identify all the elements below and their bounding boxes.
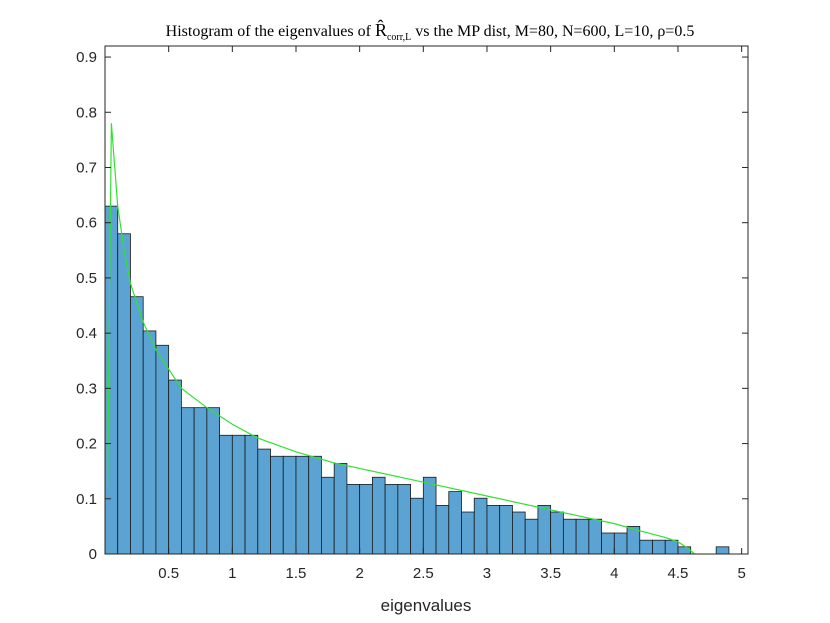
histogram-bar [601,532,615,555]
histogram-bar [550,511,564,555]
histogram-bar [168,379,182,555]
y-tick-label: 0.7 [76,159,97,176]
x-tick-label: 3.5 [540,565,561,582]
x-tick-label: 4 [610,565,618,582]
histogram-bar [295,455,310,555]
plot-frame [104,45,749,555]
x-tick-label: 0.5 [158,565,179,582]
histogram-bar [130,296,144,555]
y-axis-ticks: 0 0.1 0.2 0.3 0.4 0.5 0.6 0.7 0.8 0.9 [76,49,748,563]
x-tick-label: 1.5 [286,565,307,582]
x-tick-label: 2.5 [413,565,434,582]
histogram-bar [575,518,590,555]
histogram-bar [664,539,679,555]
x-tick-label: 2 [355,565,363,582]
histogram-bar [435,505,450,555]
chart-title: Histogram of the eigenvalues of R̂corr,L… [166,19,695,43]
histogram-bar [562,518,577,555]
mp-distribution-curve [106,123,695,555]
chart-title-symbol: R̂ [375,19,387,40]
histogram-bar [652,539,666,555]
chart-title-prefix: Histogram of the eigenvalues of [166,23,375,40]
histogram-bar [677,546,692,555]
histogram-bar [257,448,271,555]
histogram-bar [639,539,653,555]
histogram-bar [461,511,475,555]
y-tick-label: 0.3 [76,380,97,397]
histogram-bar [499,505,513,555]
histogram-bar [512,511,526,555]
histogram-bar [244,434,259,555]
histogram-bar [715,546,730,555]
histogram-bar [537,505,552,555]
histogram-bar [193,407,208,555]
y-tick-label: 0.5 [76,270,97,287]
histogram-bar [448,491,462,555]
x-axis-ticks: 0.5 1 1.5 2 2.5 3 3.5 4 4.5 5 [158,46,746,582]
histogram-bar [104,205,119,555]
y-tick-label: 0.9 [76,49,97,66]
histogram-bar [486,505,501,555]
histogram-bar [473,497,488,555]
histogram-bar [422,476,437,555]
histogram-bar [371,476,386,555]
histogram-bar [397,484,411,555]
x-tick-label: 1 [228,565,236,582]
histogram-bar [180,407,195,555]
histogram-bar [206,407,220,555]
histogram-bar [270,455,284,555]
y-tick-label: 0.2 [76,436,97,453]
y-tick-label: 0 [89,546,97,563]
histogram-bar [384,484,399,555]
histogram-bar [588,518,602,555]
histogram-bar [308,455,322,555]
histogram-bar [117,233,131,555]
x-tick-label: 5 [737,565,745,582]
y-tick-label: 0.6 [76,215,97,232]
histogram-bar [524,518,539,555]
histogram-bar [321,476,335,555]
y-tick-label: 0.1 [76,491,97,508]
y-tick-label: 0.8 [76,104,97,121]
histogram-bar [410,497,424,555]
histogram-bar [219,434,233,555]
histogram-bar [155,344,170,555]
histogram-bar [333,463,348,555]
histogram-bar [142,330,157,555]
histogram-bar [346,484,361,555]
x-axis-label: eigenvalues [381,596,472,615]
chart-title-suffix: vs the MP dist, M=80, N=600, L=10, ρ=0.5 [411,23,694,40]
x-tick-label: 3 [483,565,491,582]
chart-title-subscript: corr,L [387,32,411,43]
histogram-bar [231,434,246,555]
histogram-bar [282,455,297,555]
x-tick-label: 4.5 [668,565,689,582]
y-tick-label: 0.4 [76,325,97,342]
histogram-bar [359,484,373,555]
histogram-bar [613,532,628,555]
